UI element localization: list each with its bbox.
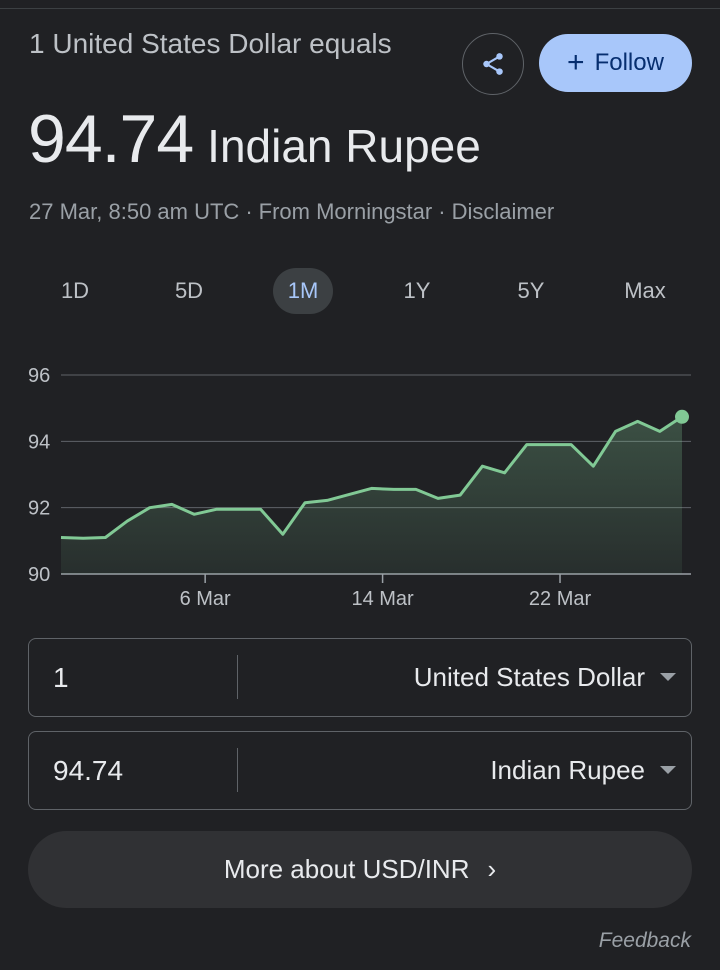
conversion-result: 94.74 Indian Rupee bbox=[28, 100, 481, 178]
to-converter-row: 94.74 Indian Rupee bbox=[28, 731, 692, 810]
result-amount: 94.74 bbox=[28, 101, 194, 177]
field-divider bbox=[237, 748, 238, 792]
y-tick-label: 94 bbox=[28, 431, 50, 453]
top-divider bbox=[0, 8, 720, 9]
series-area bbox=[61, 416, 682, 574]
chevron-right-icon: › bbox=[487, 854, 497, 884]
tab-1m[interactable]: 1M bbox=[273, 268, 333, 314]
tab-1y[interactable]: 1Y bbox=[403, 278, 431, 303]
exchange-rate-chart: 90 92 94 96 6 Mar 14 Mar 22 Mar bbox=[28, 365, 691, 610]
follow-button[interactable]: + Follow bbox=[539, 34, 692, 92]
latest-point bbox=[675, 409, 689, 424]
share-button[interactable] bbox=[462, 33, 524, 95]
tab-max[interactable]: Max bbox=[624, 278, 666, 303]
series-line bbox=[60, 415, 683, 540]
result-currency: Indian Rupee bbox=[207, 120, 481, 172]
x-tick-label: 6 Mar bbox=[180, 588, 231, 610]
range-tabs: 1D 5D 1M 1Y 5Y Max bbox=[0, 268, 720, 316]
follow-label: Follow bbox=[594, 49, 664, 76]
plus-icon: + bbox=[567, 46, 585, 79]
equals-text: 1 United States Dollar equals bbox=[29, 28, 392, 59]
timestamp: 27 Mar, 8:50 am UTC bbox=[29, 199, 240, 224]
more-about-button[interactable]: More about USD/INR › bbox=[28, 831, 692, 908]
caret-down-icon[interactable] bbox=[660, 766, 676, 774]
tab-1d[interactable]: 1D bbox=[60, 278, 90, 303]
rate-meta: 27 Mar, 8:50 am UTC · From Morningstar · Dis… bbox=[29, 199, 555, 224]
from-converter-row: 1 United States Dollar bbox=[28, 638, 692, 717]
source-link[interactable]: From Morningstar bbox=[258, 199, 433, 224]
x-tick-label: 14 Mar bbox=[351, 588, 414, 610]
tab-5y[interactable]: 5Y bbox=[517, 278, 545, 303]
from-currency-select[interactable]: United States Dollar bbox=[413, 662, 645, 692]
field-divider bbox=[237, 655, 238, 699]
caret-down-icon[interactable] bbox=[660, 673, 676, 681]
y-tick-label: 96 bbox=[28, 365, 50, 387]
more-about-label: More about USD/INR bbox=[223, 854, 470, 884]
share-icon bbox=[483, 53, 503, 75]
x-tick-label: 22 Mar bbox=[529, 588, 592, 610]
y-tick-label: 92 bbox=[28, 498, 50, 520]
y-tick-label: 90 bbox=[28, 564, 50, 586]
disclaimer-link[interactable]: Disclaimer bbox=[451, 199, 555, 224]
feedback-link[interactable]: Feedback bbox=[598, 929, 691, 952]
to-currency-select[interactable]: Indian Rupee bbox=[490, 755, 645, 785]
from-amount-input[interactable]: 1 bbox=[53, 662, 69, 693]
to-amount-input[interactable]: 94.74 bbox=[53, 755, 124, 786]
tab-5d[interactable]: 5D bbox=[174, 278, 204, 303]
